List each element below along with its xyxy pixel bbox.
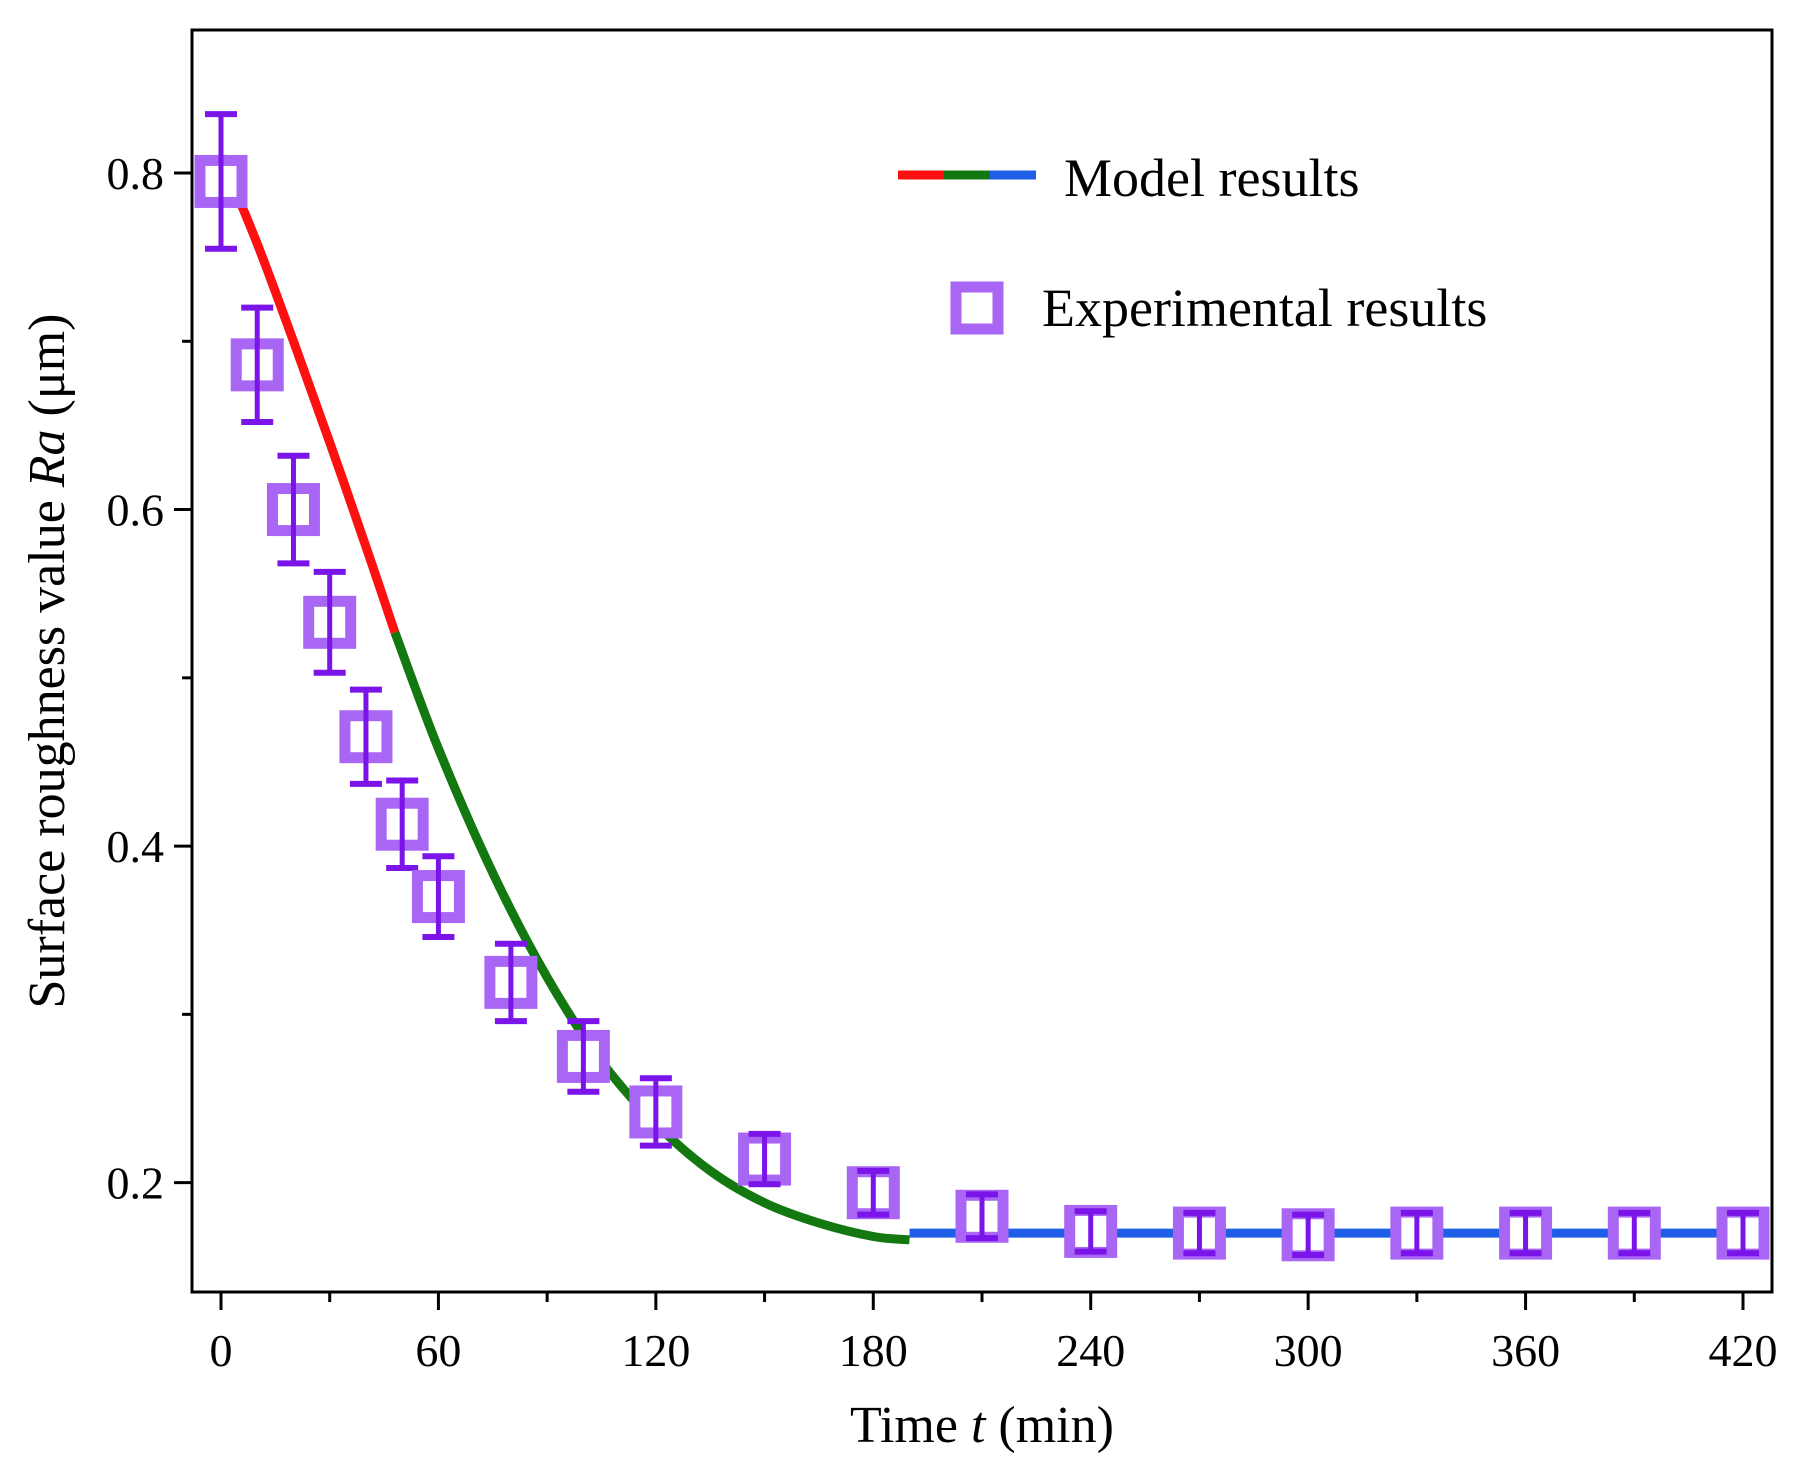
experimental-data-point [230,304,284,426]
experimental-results-points [194,111,1770,1262]
y-axis-title-variable: Ra [19,429,76,488]
x-tick-label: 360 [1491,1325,1560,1376]
y-tick-label: 0.2 [107,1158,165,1209]
y-axis-title-part-3: (μm) [19,313,76,429]
experimental-data-point [339,686,393,787]
experimental-data-point [1172,1206,1226,1260]
legend: Model results Experimental results [898,148,1487,338]
experimental-data-point [411,853,465,940]
x-tick-label: 300 [1274,1325,1343,1376]
experimental-data-point [1499,1206,1553,1260]
x-tick-label: 180 [839,1325,908,1376]
experimental-data-point [303,568,357,676]
experimental-data-point [266,452,320,567]
experimental-data-point [484,940,538,1025]
experimental-data-point [194,111,248,252]
y-tick-labels: 0.2 0.4 0.6 0.8 [107,148,165,1209]
y-tick-label: 0.8 [107,148,165,199]
experimental-data-point [846,1166,900,1220]
model-line-segment [390,630,910,1245]
experimental-data-point [1064,1204,1118,1258]
x-tick-label: 420 [1709,1325,1778,1376]
experimental-data-point [1607,1206,1661,1260]
experimental-data-point [955,1189,1009,1243]
experimental-data-point [1281,1208,1335,1262]
x-tick-label: 60 [415,1325,461,1376]
y-axis-title-part-1: Surface roughness value [19,487,76,1008]
x-tick-label: 0 [209,1325,232,1376]
x-tick-label: 240 [1056,1325,1125,1376]
x-axis-title-variable: t [971,1397,987,1454]
x-axis-title: Time t (min) [850,1397,1114,1454]
y-axis-title: Surface roughness value Ra (μm) [19,313,76,1008]
axes-ticks [174,171,1745,1310]
experimental-data-point [629,1075,683,1149]
y-tick-label: 0.6 [107,485,165,536]
legend-label-model-results: Model results [1064,148,1359,208]
legend-swatch-experimental-results [950,281,1004,335]
y-tick-label: 0.4 [107,821,165,872]
experimental-data-point [375,777,429,871]
x-axis-title-part-1: Time [850,1397,971,1454]
legend-label-experimental-results: Experimental results [1042,278,1487,338]
experimental-data-point [1390,1206,1444,1260]
x-tick-labels: 0 60 120 180 240 300 360 420 [209,1325,1777,1376]
experimental-data-point [1716,1206,1770,1260]
x-axis-title-part-3: (min) [985,1397,1114,1454]
plot-frame [190,28,1774,1294]
experimental-data-point [556,1018,610,1095]
model-line-segment [216,154,400,634]
x-tick-label: 120 [621,1325,690,1376]
experimental-data-point [738,1130,792,1188]
